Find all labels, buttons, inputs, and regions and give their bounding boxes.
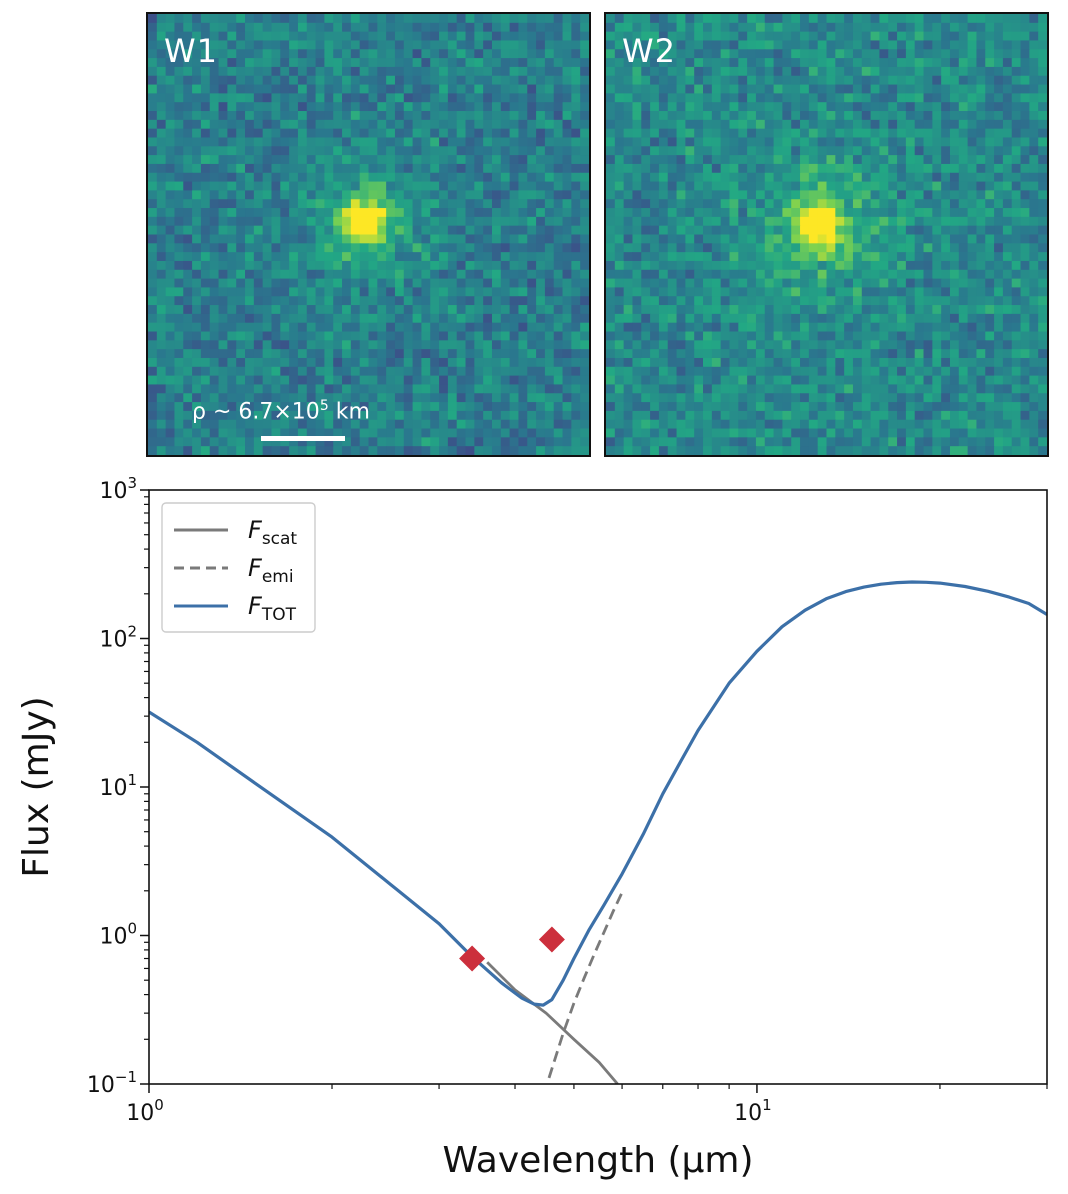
x-tick-label: 100	[126, 1096, 164, 1126]
w2-image	[606, 14, 1047, 455]
series-emi-line	[547, 891, 624, 1079]
series-tot-line	[149, 580, 1047, 1007]
y-axis-title: Flux (mJy)	[16, 696, 57, 877]
points-layer	[459, 926, 565, 972]
w1-label: W1	[164, 32, 218, 70]
y-tick-label: 102	[99, 623, 137, 653]
minor-ticks	[144, 496, 1048, 1089]
w2-image-panel: W2	[604, 12, 1049, 457]
scale-exponent: 5	[319, 398, 329, 414]
w2-label: W2	[622, 32, 676, 70]
scale-bar	[261, 436, 345, 441]
x-axis-title: Wavelength (μm)	[442, 1140, 753, 1181]
series-scat-line	[486, 961, 619, 1084]
scale-suffix: km	[328, 399, 370, 425]
y-tick-label: 101	[99, 771, 137, 801]
legend-label-tot: FTOT	[248, 592, 297, 625]
scale-label: ρ ~ 6.7×105 km	[192, 398, 370, 424]
x-tick-label: 101	[734, 1096, 772, 1126]
data-point-diamond	[538, 926, 565, 953]
legend-box	[161, 502, 316, 633]
legend-label-emi: Femi	[248, 554, 294, 587]
w1-image	[148, 14, 589, 455]
series-layer	[149, 580, 1047, 1084]
y-tick-label: 10−1	[87, 1068, 137, 1098]
w1-image-panel: W1 ρ ~ 6.7×105 km	[146, 12, 591, 457]
y-tick-label: 100	[99, 920, 137, 950]
plot-frame	[148, 489, 1048, 1085]
legend: Fscat Femi FTOT	[161, 502, 316, 633]
legend-label-scat: Fscat	[248, 516, 297, 549]
y-tick-label: 103	[99, 474, 137, 504]
scale-prefix: ρ ~ 6.7×10	[192, 399, 320, 425]
data-point-diamond	[459, 945, 486, 972]
